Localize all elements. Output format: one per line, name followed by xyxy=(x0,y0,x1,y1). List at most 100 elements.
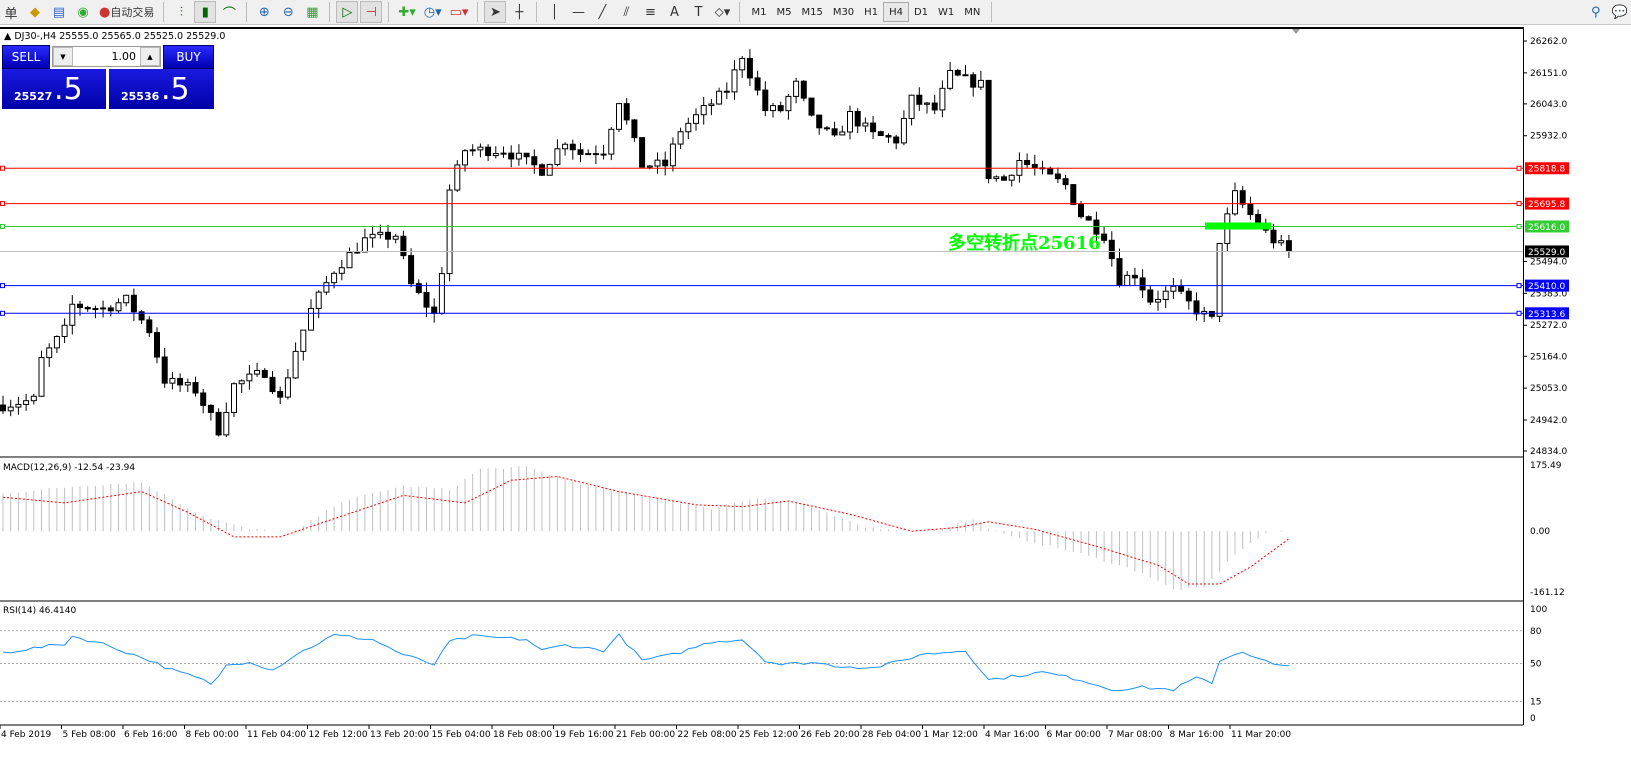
lot-input[interactable]: 1.00 xyxy=(111,50,137,63)
candle-body xyxy=(646,165,653,168)
candle-body xyxy=(816,114,823,129)
candlestick-icon[interactable]: ▮ xyxy=(194,1,217,23)
candle-body xyxy=(369,233,376,239)
line-handle xyxy=(0,223,5,229)
separator xyxy=(739,2,741,22)
candle-body xyxy=(0,404,6,412)
candle-body xyxy=(754,77,761,91)
candle-body xyxy=(1201,310,1208,315)
candle-body xyxy=(100,307,107,310)
chart-shift-marker xyxy=(1292,29,1300,34)
timeframe-d1[interactable]: D1 xyxy=(913,6,929,18)
buy-price-small: 25536 xyxy=(121,90,160,103)
timeframe-h1[interactable]: H1 xyxy=(864,6,879,18)
menu-cut-label[interactable]: 单 xyxy=(4,6,18,22)
candle-body xyxy=(84,306,91,310)
price-tag-label: 25529.0 xyxy=(1528,248,1565,258)
price-tag-label: 25695.8 xyxy=(1528,200,1565,210)
time-tick-label: 28 Feb 04:00 xyxy=(862,730,921,740)
text-icon[interactable]: A xyxy=(670,4,679,20)
arrows-icon[interactable]: ⬦▾ xyxy=(714,4,731,20)
candle-body xyxy=(1155,298,1161,303)
candle-body xyxy=(15,403,22,408)
indicators-icon[interactable]: ✚▾ xyxy=(398,4,416,20)
candle-body xyxy=(985,79,992,180)
lot-decrease-button[interactable]: ▼ xyxy=(53,47,73,66)
price-tag xyxy=(1525,162,1569,175)
candle-body xyxy=(46,347,53,359)
chart-shift-icon[interactable]: ⊣ xyxy=(360,1,383,23)
timeframe-m5[interactable]: M5 xyxy=(776,6,792,18)
sell-button[interactable]: SELL xyxy=(2,45,50,69)
candle-body xyxy=(354,251,361,254)
timeframe-m1[interactable]: M1 xyxy=(751,6,767,18)
candle-body xyxy=(446,189,453,275)
horizontal-line-icon[interactable]: — xyxy=(571,4,585,20)
crosshair-icon[interactable]: ┼ xyxy=(515,4,524,20)
pivot-annotation[interactable]: 多空转折点25616 xyxy=(948,233,1101,254)
rsi-tick-label: 80 xyxy=(1530,627,1542,637)
candle-body xyxy=(762,89,769,112)
candle-body xyxy=(277,391,284,398)
candle-body xyxy=(1139,277,1146,291)
candle-body xyxy=(1070,184,1077,205)
candle-body xyxy=(338,267,345,274)
lot-stepper[interactable]: ▼ 1.00 ▲ xyxy=(52,46,161,67)
line-handle xyxy=(0,310,5,316)
trendline-icon[interactable]: ╱ xyxy=(598,4,607,20)
buy-price-button[interactable]: 25536 .5 xyxy=(109,69,214,109)
candle-body xyxy=(1031,164,1038,169)
separator xyxy=(329,2,331,22)
time-tick-label: 19 Feb 16:00 xyxy=(555,730,614,740)
candle-body xyxy=(962,74,969,77)
equidistant-channel-icon[interactable]: ⫽ xyxy=(623,4,630,20)
periods-icon[interactable]: ◷▾ xyxy=(423,4,442,20)
candle-body xyxy=(469,149,476,152)
autoscroll-icon[interactable]: ▷ xyxy=(336,1,359,23)
zoom-in-icon[interactable]: ⊕ xyxy=(258,4,270,20)
candle-body xyxy=(1116,258,1123,286)
candle-body xyxy=(53,336,60,349)
candle-body xyxy=(1208,310,1215,317)
timeframe-m15[interactable]: M15 xyxy=(801,6,823,18)
candle-body xyxy=(508,152,515,160)
chat-icon[interactable]: 💬 xyxy=(1611,4,1628,20)
buy-button[interactable]: BUY xyxy=(163,45,214,69)
diamond-icon[interactable]: ◆ xyxy=(30,4,40,20)
timeframe-m30[interactable]: M30 xyxy=(832,6,855,18)
autotrade-icon: ● xyxy=(99,4,111,20)
fibonacci-icon[interactable]: ≡ xyxy=(645,4,656,20)
candle-body xyxy=(61,324,68,338)
candle-body xyxy=(115,302,122,312)
chart-window[interactable] xyxy=(0,27,1524,725)
candle-body xyxy=(169,377,176,384)
timeframe-h4[interactable]: H4 xyxy=(883,2,909,22)
tile-windows-icon[interactable]: ▦ xyxy=(306,4,319,20)
candle-body xyxy=(1232,190,1238,215)
candle-body xyxy=(854,110,861,127)
line-chart-icon[interactable]: ⌒ xyxy=(222,6,236,22)
text-label-icon[interactable]: T xyxy=(694,4,703,20)
time-tick-label: 5 Feb 08:00 xyxy=(63,730,117,740)
candle-body xyxy=(1024,160,1031,166)
bar-chart-icon[interactable]: ⫶ xyxy=(179,4,183,20)
time-tick-label: 21 Feb 00:00 xyxy=(616,730,675,740)
timeframe-mn[interactable]: MN xyxy=(964,6,981,18)
cursor-icon[interactable]: ➤ xyxy=(484,1,507,23)
navigator-icon[interactable]: ▤ xyxy=(52,4,66,20)
candle-body xyxy=(1278,240,1285,244)
signal-icon[interactable]: ◉ xyxy=(77,4,89,20)
sell-price-button[interactable]: 25527 .5 xyxy=(2,69,106,109)
search-icon[interactable]: ⚲ xyxy=(1591,4,1601,20)
autotrade-button[interactable]: ● 自动交易 xyxy=(96,1,157,23)
timeframe-w1[interactable]: W1 xyxy=(938,6,955,18)
price-tag xyxy=(1525,279,1569,292)
vertical-line-icon[interactable]: │ xyxy=(550,4,559,20)
lot-increase-button[interactable]: ▲ xyxy=(140,47,160,66)
zoom-out-icon[interactable]: ⊖ xyxy=(282,4,294,20)
candle-body xyxy=(154,332,160,358)
candle-body xyxy=(839,131,846,136)
pivot-marker-bar xyxy=(1205,222,1271,230)
templates-icon[interactable]: ▭▾ xyxy=(449,4,469,20)
